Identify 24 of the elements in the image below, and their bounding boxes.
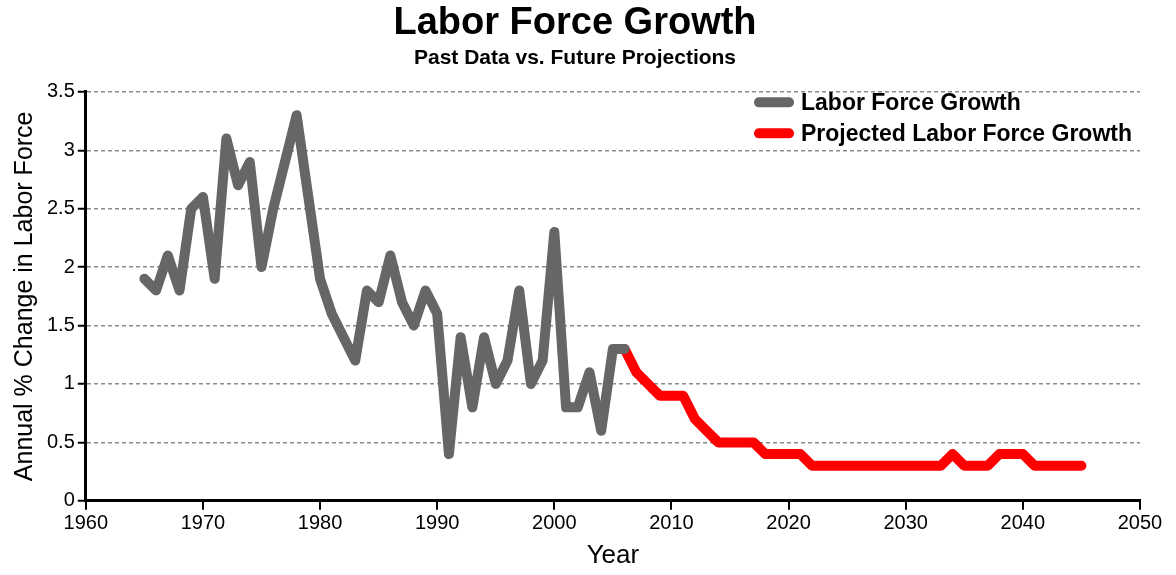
legend-label: Projected Labor Force Growth — [801, 119, 1132, 146]
y-tick-label: 3 — [63, 137, 75, 160]
y-tick-label: 0 — [63, 488, 75, 511]
x-tick-label: 2000 — [532, 511, 577, 534]
x-tick-label: 1960 — [63, 511, 109, 534]
y-tick-label: 2.5 — [46, 196, 75, 219]
x-tick-label: 1970 — [180, 511, 226, 534]
y-tick-label: 3.5 — [46, 79, 75, 102]
x-tick-label: 1990 — [414, 511, 460, 534]
x-tick-label: 2040 — [1000, 511, 1046, 534]
y-tick-label: 2 — [63, 254, 75, 277]
y-tick-label: 1.5 — [46, 313, 75, 336]
chart-title: Labor Force Growth — [393, 0, 757, 43]
y-tick-label: 1 — [63, 371, 75, 394]
x-tick-label: 2050 — [1117, 511, 1163, 534]
x-tick-label: 2030 — [883, 511, 928, 534]
x-tick-label: 1980 — [297, 511, 343, 534]
x-axis-title: Year — [586, 538, 640, 569]
x-tick-label: 2020 — [766, 511, 811, 534]
x-tick-label: 2010 — [649, 511, 694, 534]
legend-label: Labor Force Growth — [801, 88, 1021, 115]
chart-subtitle: Past Data vs. Future Projections — [413, 44, 737, 68]
y-tick-label: 0.5 — [46, 429, 75, 452]
y-axis-title: Annual % Change in Labor Force — [8, 111, 37, 482]
